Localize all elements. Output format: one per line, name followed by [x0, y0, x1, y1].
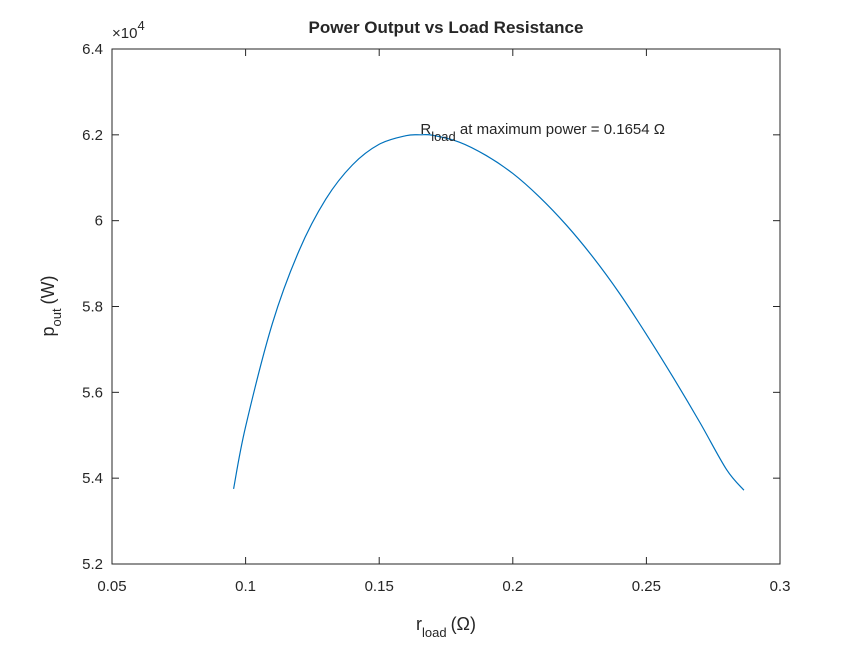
- y-tick-label: 6.4: [82, 41, 103, 58]
- y-tick-label: 5.4: [82, 470, 103, 487]
- x-tick-label: 0.1: [235, 578, 256, 595]
- y-tick-label: 5.2: [82, 556, 103, 573]
- y-axis-label-main: p: [38, 327, 58, 337]
- x-axis-label: rload (Ω): [416, 614, 476, 640]
- annotation-sub: load: [431, 129, 456, 144]
- max-power-annotation: Rload at maximum power = 0.1654 Ω: [420, 121, 665, 144]
- x-tick-label: 0.3: [770, 578, 791, 595]
- x-tick-label: 0.2: [502, 578, 523, 595]
- x-axis-label-sub: load: [422, 625, 447, 640]
- y-tick-label: 5.6: [82, 384, 103, 401]
- x-tick-label: 0.05: [97, 578, 126, 595]
- y-exponent-base: ×10: [112, 25, 137, 42]
- y-axis-ticks: 5.2 5.4 5.6 5.8 6 6.2 6.4: [82, 41, 780, 573]
- annotation-rest: at maximum power = 0.1654 Ω: [456, 121, 665, 138]
- y-tick-label: 5.8: [82, 299, 103, 316]
- x-tick-label: 0.25: [632, 578, 661, 595]
- y-tick-label: 6.2: [82, 127, 103, 144]
- x-axis-label-unit: (Ω): [451, 614, 476, 634]
- series-group: [232, 133, 745, 491]
- annotation-main: R: [420, 121, 431, 138]
- x-axis-ticks: 0.05 0.1 0.15 0.2 0.25 0.3: [97, 49, 790, 595]
- y-axis-label-unit: (W): [38, 275, 58, 304]
- x-tick-label: 0.15: [365, 578, 394, 595]
- y-axis-label: pout (W): [38, 275, 64, 336]
- y-tick-label: 6: [95, 213, 103, 230]
- x-axis-label-main: r: [416, 614, 422, 634]
- chart-title: Power Output vs Load Resistance: [309, 18, 584, 37]
- y-axis-label-sub: out: [49, 308, 64, 326]
- plot-area: [111, 48, 781, 565]
- y-exponent-power: 4: [137, 18, 144, 33]
- power-curve-line: [232, 133, 745, 491]
- y-exponent-label: ×104: [112, 18, 145, 42]
